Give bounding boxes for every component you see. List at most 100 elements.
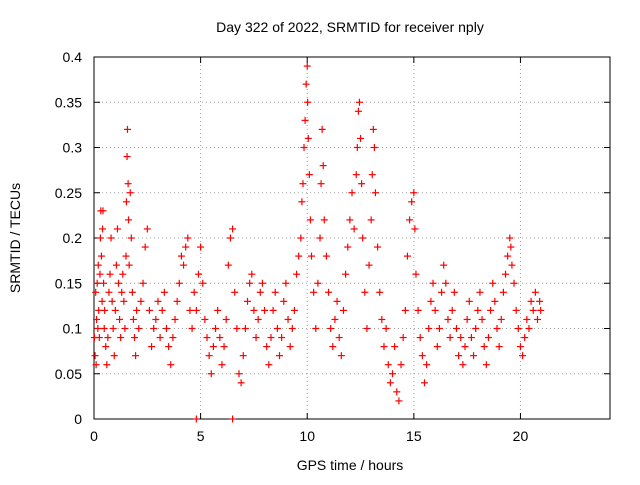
- data-point: [514, 325, 522, 332]
- data-point: [254, 315, 262, 323]
- data-point: [160, 288, 168, 296]
- data-point: [529, 306, 537, 314]
- data-point: [123, 125, 131, 133]
- data-point: [412, 270, 420, 278]
- data-point: [171, 315, 179, 323]
- data-point: [384, 361, 392, 369]
- data-point: [322, 252, 330, 260]
- data-point: [335, 334, 343, 342]
- data-point: [224, 261, 232, 269]
- data-point: [429, 279, 437, 287]
- data-point: [506, 234, 514, 242]
- data-point: [465, 297, 473, 305]
- data-point: [391, 343, 399, 351]
- data-point: [304, 134, 312, 142]
- data-point: [214, 306, 222, 314]
- data-point: [194, 270, 202, 278]
- data-point: [91, 352, 99, 360]
- data-point: [337, 352, 345, 360]
- data-point: [521, 334, 529, 342]
- data-point: [184, 234, 192, 242]
- data-point: [209, 343, 217, 351]
- data-point: [288, 325, 296, 332]
- data-point: [248, 270, 256, 278]
- data-point: [99, 225, 107, 233]
- data-point: [507, 243, 515, 251]
- data-point: [359, 234, 367, 242]
- data-point: [120, 297, 128, 305]
- data-point: [158, 306, 166, 314]
- data-point: [371, 189, 379, 197]
- data-point: [132, 352, 140, 360]
- data-point: [382, 325, 390, 332]
- data-point: [298, 198, 306, 206]
- data-point: [312, 325, 320, 332]
- data-point: [470, 352, 478, 360]
- data-point: [231, 288, 239, 296]
- data-point: [450, 288, 458, 296]
- data-point: [320, 216, 328, 224]
- y-tick-label: 0.25: [55, 185, 82, 201]
- data-point: [263, 343, 271, 351]
- data-point: [523, 315, 531, 323]
- data-point: [431, 306, 439, 314]
- data-point: [100, 325, 108, 332]
- data-point: [94, 261, 102, 269]
- y-tick-label: 0: [74, 411, 82, 427]
- data-point: [310, 288, 318, 296]
- data-point: [444, 315, 452, 323]
- data-point: [527, 297, 535, 305]
- data-point: [502, 270, 510, 278]
- data-point: [457, 334, 465, 342]
- data-point: [127, 234, 135, 242]
- data-point: [246, 279, 254, 287]
- data-point: [354, 107, 362, 115]
- data-point: [96, 270, 104, 278]
- data-point: [411, 225, 419, 233]
- data-point: [119, 270, 127, 278]
- data-point: [519, 352, 527, 360]
- data-point: [306, 216, 314, 224]
- data-point: [135, 325, 143, 332]
- data-point: [319, 162, 327, 170]
- data-point: [467, 334, 475, 342]
- data-point: [207, 370, 215, 378]
- data-point: [499, 288, 507, 296]
- data-point: [531, 288, 539, 296]
- data-point: [386, 379, 394, 387]
- data-point: [316, 234, 324, 242]
- data-point: [133, 306, 141, 314]
- data-point: [111, 306, 119, 314]
- data-point: [327, 325, 335, 332]
- data-point: [301, 116, 309, 124]
- data-point: [290, 306, 298, 314]
- data-point: [410, 189, 418, 197]
- data-point: [331, 315, 339, 323]
- data-point: [282, 279, 290, 287]
- data-point: [427, 297, 435, 305]
- data-point: [148, 343, 156, 351]
- data-point: [93, 315, 101, 323]
- data-point: [162, 325, 170, 332]
- data-point: [493, 325, 501, 332]
- x-tick-label: 0: [90, 428, 98, 444]
- data-point: [256, 288, 264, 296]
- data-point: [145, 306, 153, 314]
- data-point: [113, 225, 121, 233]
- data-point: [201, 315, 209, 323]
- data-point: [190, 288, 198, 296]
- data-point: [235, 370, 243, 378]
- chart-title: Day 322 of 2022, SRMTID for receiver npl…: [216, 19, 484, 35]
- data-point: [305, 171, 313, 179]
- data-point: [297, 234, 305, 242]
- data-point: [474, 306, 482, 314]
- data-point: [108, 297, 116, 305]
- data-point: [342, 270, 350, 278]
- data-point: [226, 234, 234, 242]
- data-point: [199, 279, 207, 287]
- data-point: [218, 361, 226, 369]
- data-point: [374, 243, 382, 251]
- data-point: [446, 334, 454, 342]
- data-point: [376, 288, 384, 296]
- data-point: [244, 297, 252, 305]
